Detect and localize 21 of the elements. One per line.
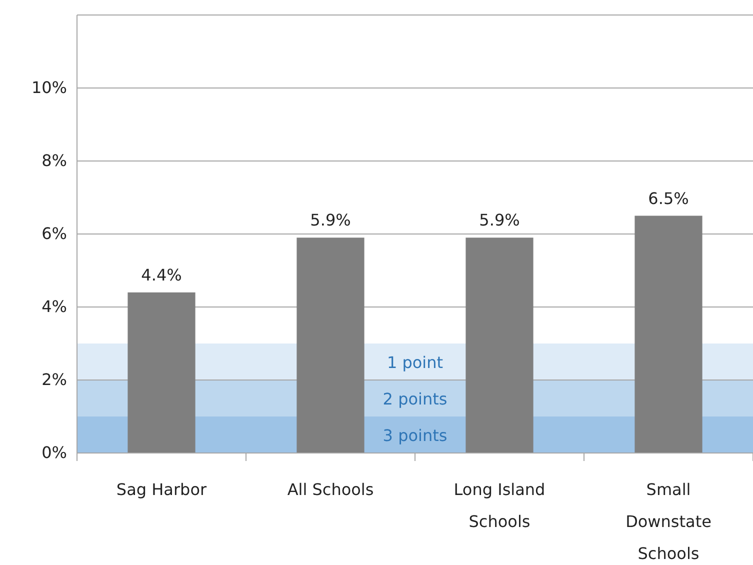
y-tick-label: 6% xyxy=(42,224,67,244)
x-tick-label: Long Island Schools xyxy=(454,480,546,531)
x-tick-label: Small Downstate Schools xyxy=(626,480,712,563)
bar xyxy=(466,238,534,453)
y-tick-label: 10% xyxy=(31,78,67,98)
data-label: 5.9% xyxy=(479,210,520,230)
y-tick-label: 8% xyxy=(42,151,67,170)
y-tick-label: 2% xyxy=(42,370,67,390)
x-tick-label: Sag Harbor xyxy=(116,480,207,499)
band-label: 3 points xyxy=(382,426,448,445)
bar xyxy=(634,216,702,453)
data-label: 5.9% xyxy=(310,210,351,230)
data-label: 6.5% xyxy=(648,188,689,208)
y-tick-label: 4% xyxy=(42,297,67,316)
bar xyxy=(296,238,364,453)
data-label: 4.4% xyxy=(141,265,182,284)
x-tick-label: All Schools xyxy=(287,480,374,499)
band-label: 2 points xyxy=(382,389,448,408)
y-tick-label: 0% xyxy=(42,443,67,462)
bar xyxy=(128,292,196,453)
band-label: 1 point xyxy=(386,352,444,372)
